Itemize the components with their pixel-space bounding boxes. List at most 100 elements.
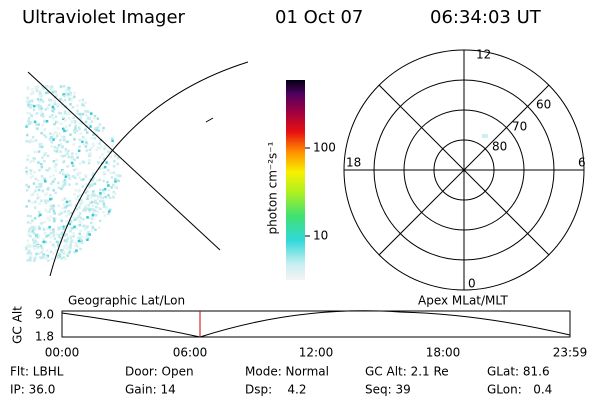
emission-speck	[69, 246, 72, 249]
emission-speck	[84, 138, 87, 141]
emission-speck	[60, 187, 63, 191]
emission-speck	[76, 172, 80, 175]
emission-speck	[70, 99, 73, 102]
emission-image	[25, 85, 122, 262]
emission-speck	[28, 243, 31, 246]
emission-speck	[94, 201, 97, 204]
emission-speck	[64, 119, 67, 122]
time-label: 00:00	[45, 346, 80, 360]
timeline-y-label: 1.8	[35, 330, 54, 344]
emission-speck	[44, 201, 48, 205]
emission-speck	[55, 94, 58, 97]
emission-speck	[74, 244, 77, 248]
emission-speck	[26, 251, 30, 254]
emission-speck	[40, 184, 43, 188]
emission-speck	[34, 200, 37, 204]
emission-speck	[46, 105, 49, 109]
emission-speck	[47, 259, 50, 262]
emission-speck	[34, 177, 38, 181]
emission-speck	[86, 197, 89, 200]
emission-speck	[41, 112, 44, 116]
emission-speck	[69, 236, 73, 240]
colorbar-unit: photon cm⁻²s⁻¹	[266, 141, 280, 234]
emission-speck	[68, 248, 71, 252]
emission-speck	[77, 149, 81, 153]
emission-speck	[72, 175, 76, 178]
emission-speck	[52, 243, 55, 246]
emission-speck	[86, 194, 90, 197]
mlt-label: 18	[346, 156, 361, 170]
emission-speck	[38, 108, 41, 111]
emission-speck	[67, 210, 70, 213]
emission-speck	[63, 110, 67, 113]
emission-speck	[96, 197, 100, 200]
emission-speck	[70, 220, 73, 224]
emission-speck	[86, 233, 89, 236]
emission-speck	[25, 205, 28, 208]
emission-speck	[70, 157, 74, 160]
emission-speck	[83, 208, 86, 211]
emission-speck	[73, 193, 76, 196]
emission-speck	[78, 113, 82, 116]
emission-speck	[100, 145, 103, 148]
lat-label: 60	[536, 98, 551, 112]
emission-speck	[90, 136, 94, 140]
emission-speck	[40, 199, 43, 203]
emission-speck	[29, 215, 32, 218]
emission-speck	[46, 154, 50, 158]
emission-speck	[38, 169, 41, 172]
emission-speck	[50, 136, 53, 139]
emission-speck	[47, 234, 50, 237]
emission-speck	[32, 157, 35, 160]
emission-speck	[98, 167, 102, 170]
emission-speck	[26, 99, 29, 103]
emission-speck	[97, 129, 100, 132]
emission-speck	[39, 182, 43, 186]
emission-speck	[25, 172, 29, 176]
emission-speck	[61, 234, 64, 237]
emission-speck	[101, 200, 105, 203]
emission-speck	[25, 246, 28, 249]
emission-speck	[60, 103, 64, 107]
emission-speck	[58, 253, 61, 256]
emission-speck	[62, 93, 65, 96]
timeline-frame	[61, 310, 571, 338]
emission-speck	[74, 124, 77, 128]
emission-speck	[68, 124, 72, 127]
emission-speck	[48, 98, 51, 102]
emission-speck	[29, 106, 32, 109]
emission-speck	[48, 115, 52, 119]
emission-speck	[49, 228, 52, 232]
emission-speck	[66, 165, 69, 168]
emission-speck	[74, 176, 77, 180]
emission-speck	[66, 152, 69, 155]
emission-speck	[52, 107, 56, 111]
emission-speck	[26, 239, 30, 243]
emission-speck	[43, 159, 46, 163]
emission-speck	[79, 132, 82, 135]
emission-speck	[71, 164, 75, 167]
emission-speck	[112, 171, 115, 174]
emission-speck	[92, 133, 95, 136]
emission-speck	[63, 95, 66, 98]
emission-speck	[67, 95, 71, 99]
emission-speck	[65, 129, 69, 132]
emission-speck	[97, 195, 101, 198]
status-field: Dsp: 4.2	[245, 383, 307, 397]
emission-speck	[58, 255, 62, 258]
emission-speck	[103, 205, 106, 208]
emission-speck	[65, 125, 68, 128]
emission-speck	[47, 186, 50, 190]
emission-speck	[27, 199, 31, 203]
emission-speck	[80, 121, 84, 125]
emission-speck	[88, 210, 91, 213]
emission-speck	[102, 179, 105, 183]
emission-speck	[107, 194, 110, 197]
status-field: Flt: LBHL	[10, 365, 64, 379]
emission-speck	[45, 120, 49, 123]
emission-speck	[41, 256, 44, 259]
emission-speck	[107, 169, 110, 172]
emission-speck	[77, 126, 81, 129]
emission-speck	[31, 174, 34, 178]
emission-speck	[33, 217, 37, 220]
